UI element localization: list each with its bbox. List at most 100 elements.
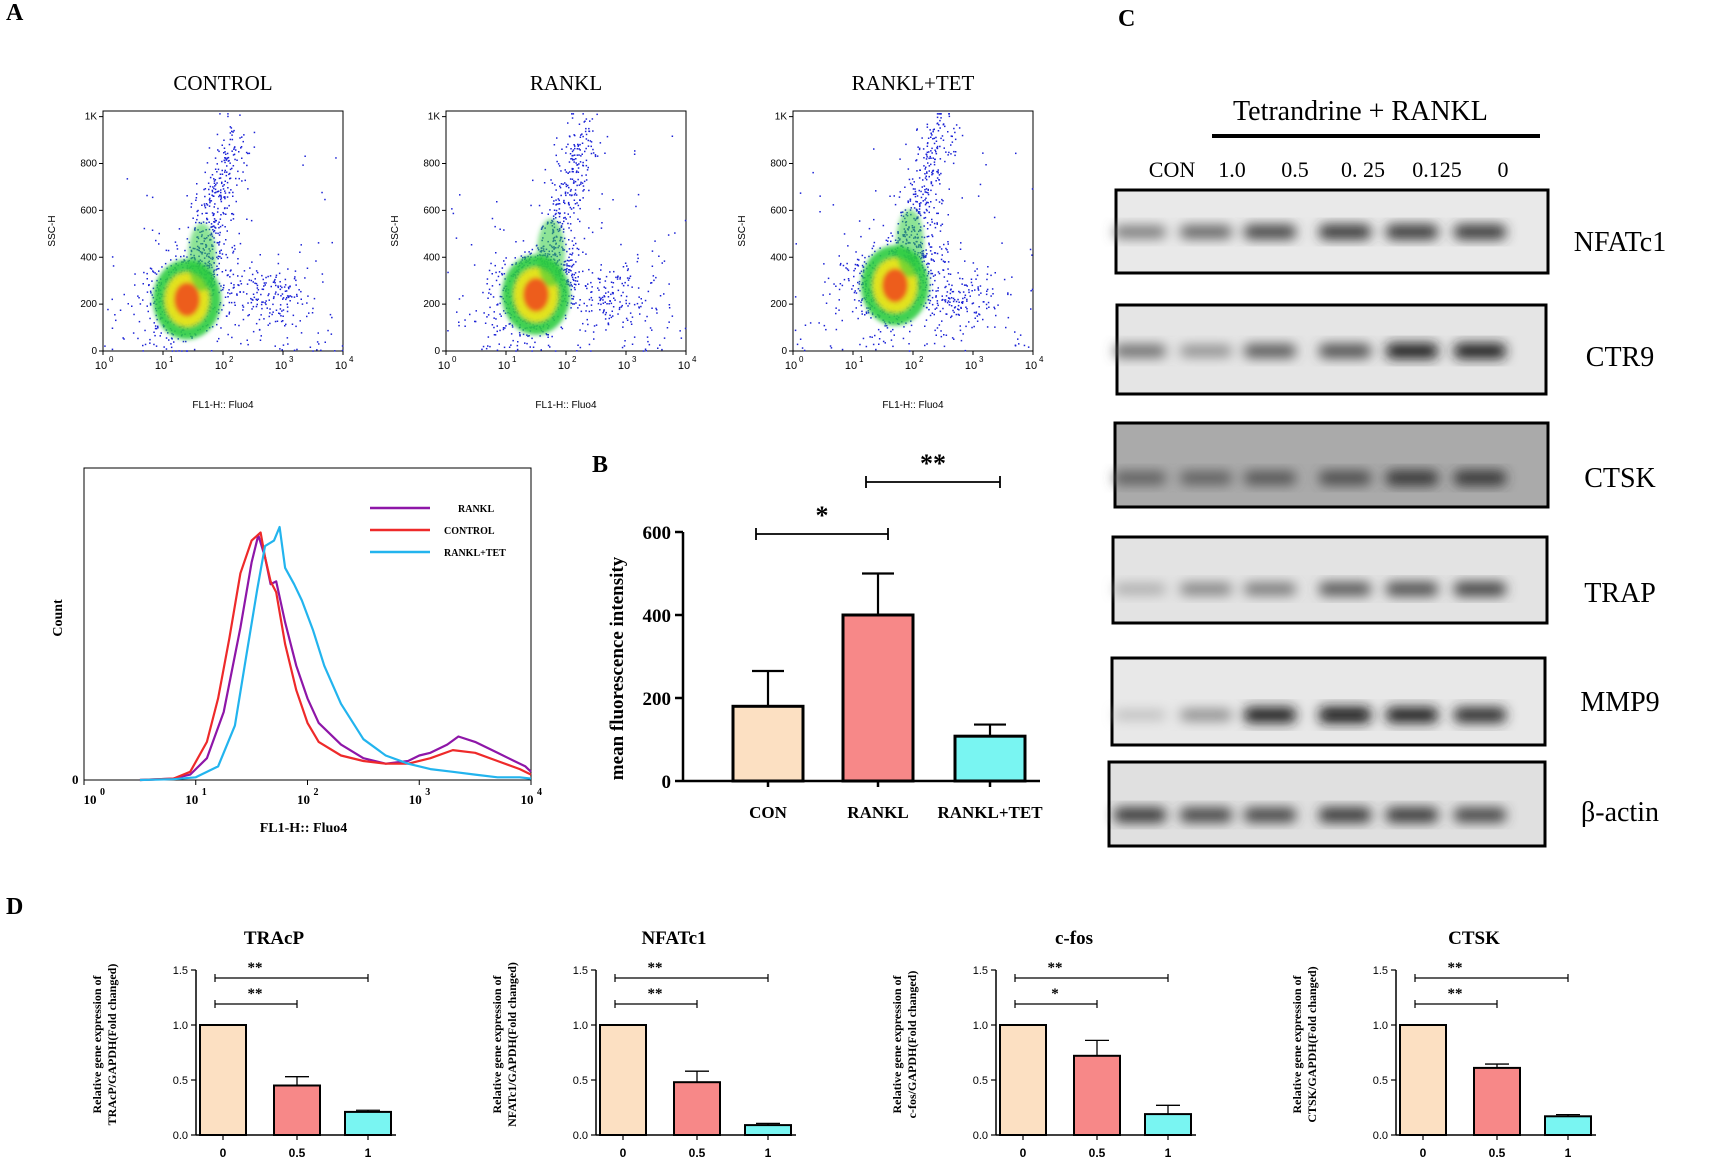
scatter-dot xyxy=(1007,292,1009,294)
scatter-dot xyxy=(315,260,317,262)
scatter-dot xyxy=(219,255,221,258)
scatter-dot xyxy=(968,289,970,291)
scatter-dot xyxy=(626,269,629,272)
scatter-dot xyxy=(567,143,569,146)
scatter-dot xyxy=(218,221,220,223)
scatter-dot xyxy=(577,248,580,251)
scatter-dot xyxy=(208,221,210,223)
scatter-dot xyxy=(268,315,270,318)
scatter-dot xyxy=(203,203,206,205)
scatter-dot xyxy=(554,213,557,216)
scatter-dot xyxy=(892,328,894,331)
scatter-dot xyxy=(486,316,488,318)
scatter-dot xyxy=(242,309,244,311)
scatter-dot xyxy=(924,302,927,304)
scatter-dot xyxy=(243,162,245,164)
scatter-dot xyxy=(578,184,581,186)
scatter-dot xyxy=(234,158,236,161)
scatter-dot xyxy=(949,289,952,291)
scatter-dot xyxy=(923,255,926,258)
scatter-dot xyxy=(918,189,920,192)
scatter-dot xyxy=(565,185,568,188)
scatter-dot xyxy=(590,296,593,299)
scatter-dot xyxy=(605,311,607,314)
scatter-dot xyxy=(620,306,623,308)
scatter-dot xyxy=(576,247,578,250)
scatter-dot xyxy=(855,307,857,309)
scatter-dot xyxy=(965,306,967,308)
scatter-dot xyxy=(570,158,572,160)
scatter-dot xyxy=(260,335,262,337)
scatter-dot xyxy=(271,313,273,316)
scatter-dot xyxy=(565,171,568,173)
scatter-dot xyxy=(644,299,647,302)
scatter-dot xyxy=(931,303,934,306)
scatter-dot xyxy=(505,325,507,327)
scatter-dot xyxy=(860,270,863,273)
scatter-dot xyxy=(224,296,227,298)
scatter-dot xyxy=(327,329,329,332)
scatter-dot xyxy=(567,265,570,267)
scatter-dot xyxy=(286,295,289,297)
scatter-dot xyxy=(949,297,951,300)
x-tick-exponent: 1 xyxy=(169,355,174,364)
scatter-dot xyxy=(227,115,229,118)
scatter-dot xyxy=(566,267,568,270)
scatter-dot xyxy=(263,318,265,320)
scatter-dot xyxy=(938,324,941,326)
scatter-dot xyxy=(599,142,602,144)
scatter-dot xyxy=(944,301,947,303)
scatter-dot xyxy=(267,324,269,326)
x-tick-exponent: 2 xyxy=(314,787,319,798)
scatter-dot xyxy=(228,301,231,304)
scatter-dot xyxy=(568,260,570,262)
scatter-dot xyxy=(568,171,571,173)
scatter-dot xyxy=(867,310,870,312)
scatter-dot xyxy=(281,349,283,351)
scatter-dot xyxy=(341,349,344,352)
scatter-dot xyxy=(185,340,187,343)
scatter-dot xyxy=(951,284,953,287)
scatter-dot xyxy=(229,168,232,171)
scatter-dot xyxy=(858,300,860,302)
scatter-dot xyxy=(272,311,274,313)
scatter-dot xyxy=(298,289,300,291)
scatter-dot xyxy=(921,186,923,188)
scatter-dot xyxy=(491,285,494,287)
scatter-dot xyxy=(225,159,227,161)
scatter-dot xyxy=(572,182,575,184)
scatter-dot xyxy=(838,255,840,257)
scatter-dot xyxy=(875,348,877,351)
scatter-dot xyxy=(484,322,487,324)
scatter-dot xyxy=(541,212,543,214)
scatter-dot xyxy=(214,221,216,223)
scatter-dot xyxy=(219,194,221,197)
scatter-dot xyxy=(924,168,926,170)
scatter-dot xyxy=(219,250,221,253)
scatter-dot xyxy=(911,178,914,180)
x-tick-exponent: 4 xyxy=(692,355,697,364)
scatter-dot xyxy=(251,261,253,263)
scatter-dot xyxy=(858,283,861,285)
scatter-dot xyxy=(939,113,941,115)
scatter-dot xyxy=(602,299,604,301)
scatter-dot xyxy=(591,291,593,293)
scatter-dot xyxy=(912,193,915,196)
scatter-dot xyxy=(841,319,843,322)
scatter-dot xyxy=(947,214,949,216)
scatter-dot xyxy=(873,218,875,221)
legend-label: RANKL xyxy=(458,504,494,515)
scatter-dot xyxy=(223,284,225,287)
scatter-dot xyxy=(565,268,567,271)
scatter-dot xyxy=(263,285,265,287)
scatter-dot xyxy=(202,221,205,223)
scatter-dot xyxy=(265,300,267,302)
scatter-dot xyxy=(948,283,950,286)
scatter-dot xyxy=(546,333,548,336)
scatter-title: CONTROL xyxy=(173,71,272,95)
scatter-dot xyxy=(928,271,930,273)
scatter-dot xyxy=(977,289,980,291)
scatter-dot xyxy=(203,188,205,191)
scatter-dot xyxy=(930,181,933,183)
scatter-dot xyxy=(300,298,302,300)
